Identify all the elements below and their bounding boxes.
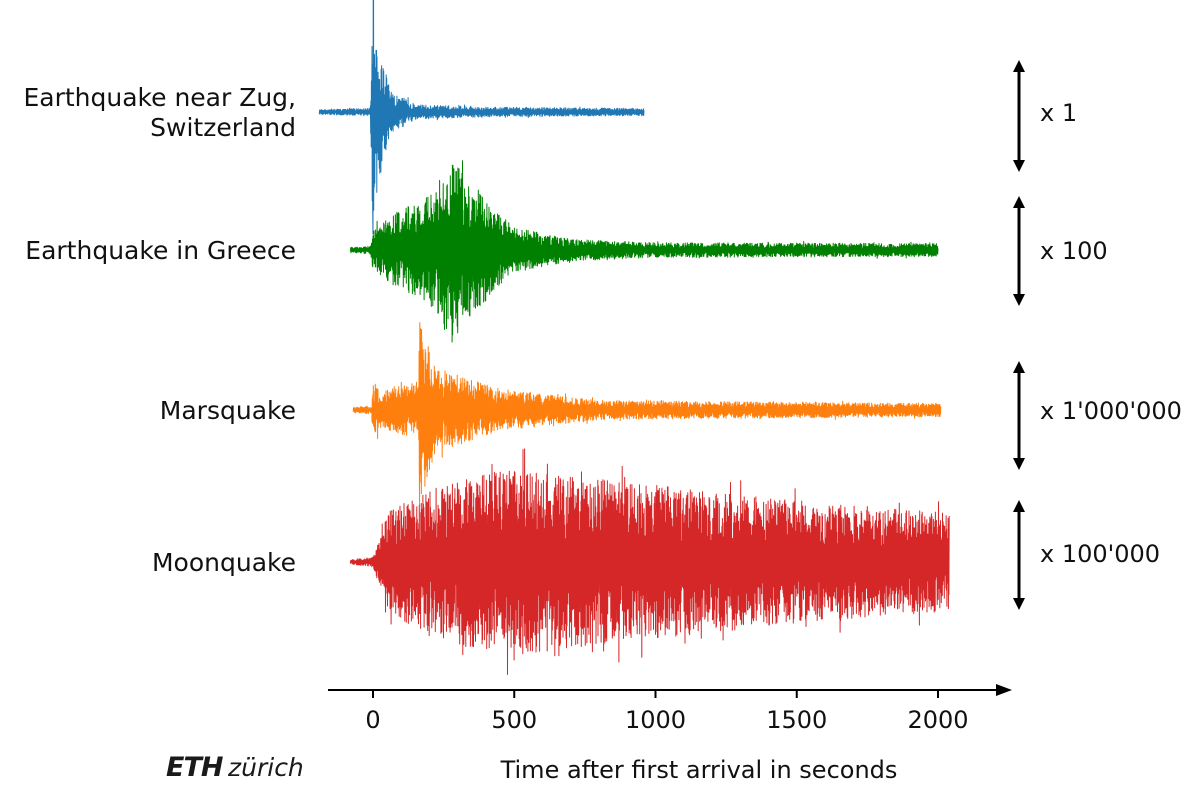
scale-factor-label: x 1 (1040, 99, 1077, 127)
scale-arrow-down (1013, 458, 1025, 470)
scale-arrow-up (1013, 361, 1025, 373)
scale-arrow-up (1013, 196, 1025, 208)
amplitude-scale-arrows: x 1 x 100 x 1'000'000 x 100'000 (1013, 60, 1182, 610)
seismogram-traces (318, 0, 950, 675)
series-labels: Earthquake near Zug,Switzerland Earthquak… (23, 83, 296, 577)
series-label: Earthquake near Zug, (23, 83, 296, 112)
x-tick-label: 500 (491, 706, 537, 734)
series-label: Earthquake in Greece (25, 236, 296, 265)
trace-earthquake-near-zug-switzerland (318, 0, 645, 235)
eth-logo-mark: ETH (166, 752, 224, 783)
series-label: Marsquake (160, 396, 296, 425)
scale-factor-label: x 100 (1040, 237, 1108, 265)
eth-zurich-logo: ETH zürich (166, 752, 304, 783)
x-axis: 0 500 1000 1500 2000 Time after first arriva… (328, 684, 1012, 784)
scale-factor-label: x 1'000'000 (1040, 397, 1182, 425)
scale-arrow-down (1013, 160, 1025, 172)
scale-factor-label: x 100'000 (1040, 540, 1160, 568)
trace-earthquake-in-greece (349, 160, 939, 343)
trace-marsquake (352, 322, 942, 506)
trace-moonquake (349, 448, 950, 675)
scale-arrow-down (1013, 294, 1025, 306)
scale-arrow-up (1013, 500, 1025, 512)
x-tick-label: 2000 (907, 706, 968, 734)
x-tick-label: 1500 (766, 706, 827, 734)
scale-arrow-down (1013, 598, 1025, 610)
x-tick-label: 1000 (625, 706, 686, 734)
x-axis-ticks: 0 500 1000 1500 2000 (365, 690, 969, 734)
series-label: Switzerland (150, 113, 296, 142)
x-tick-label: 0 (365, 706, 380, 734)
scale-arrow-up (1013, 60, 1025, 72)
series-label: Moonquake (152, 548, 296, 577)
eth-logo-zurich: zürich (227, 753, 304, 782)
x-axis-label: Time after first arrival in seconds (500, 756, 898, 784)
x-axis-arrowhead (996, 684, 1012, 696)
